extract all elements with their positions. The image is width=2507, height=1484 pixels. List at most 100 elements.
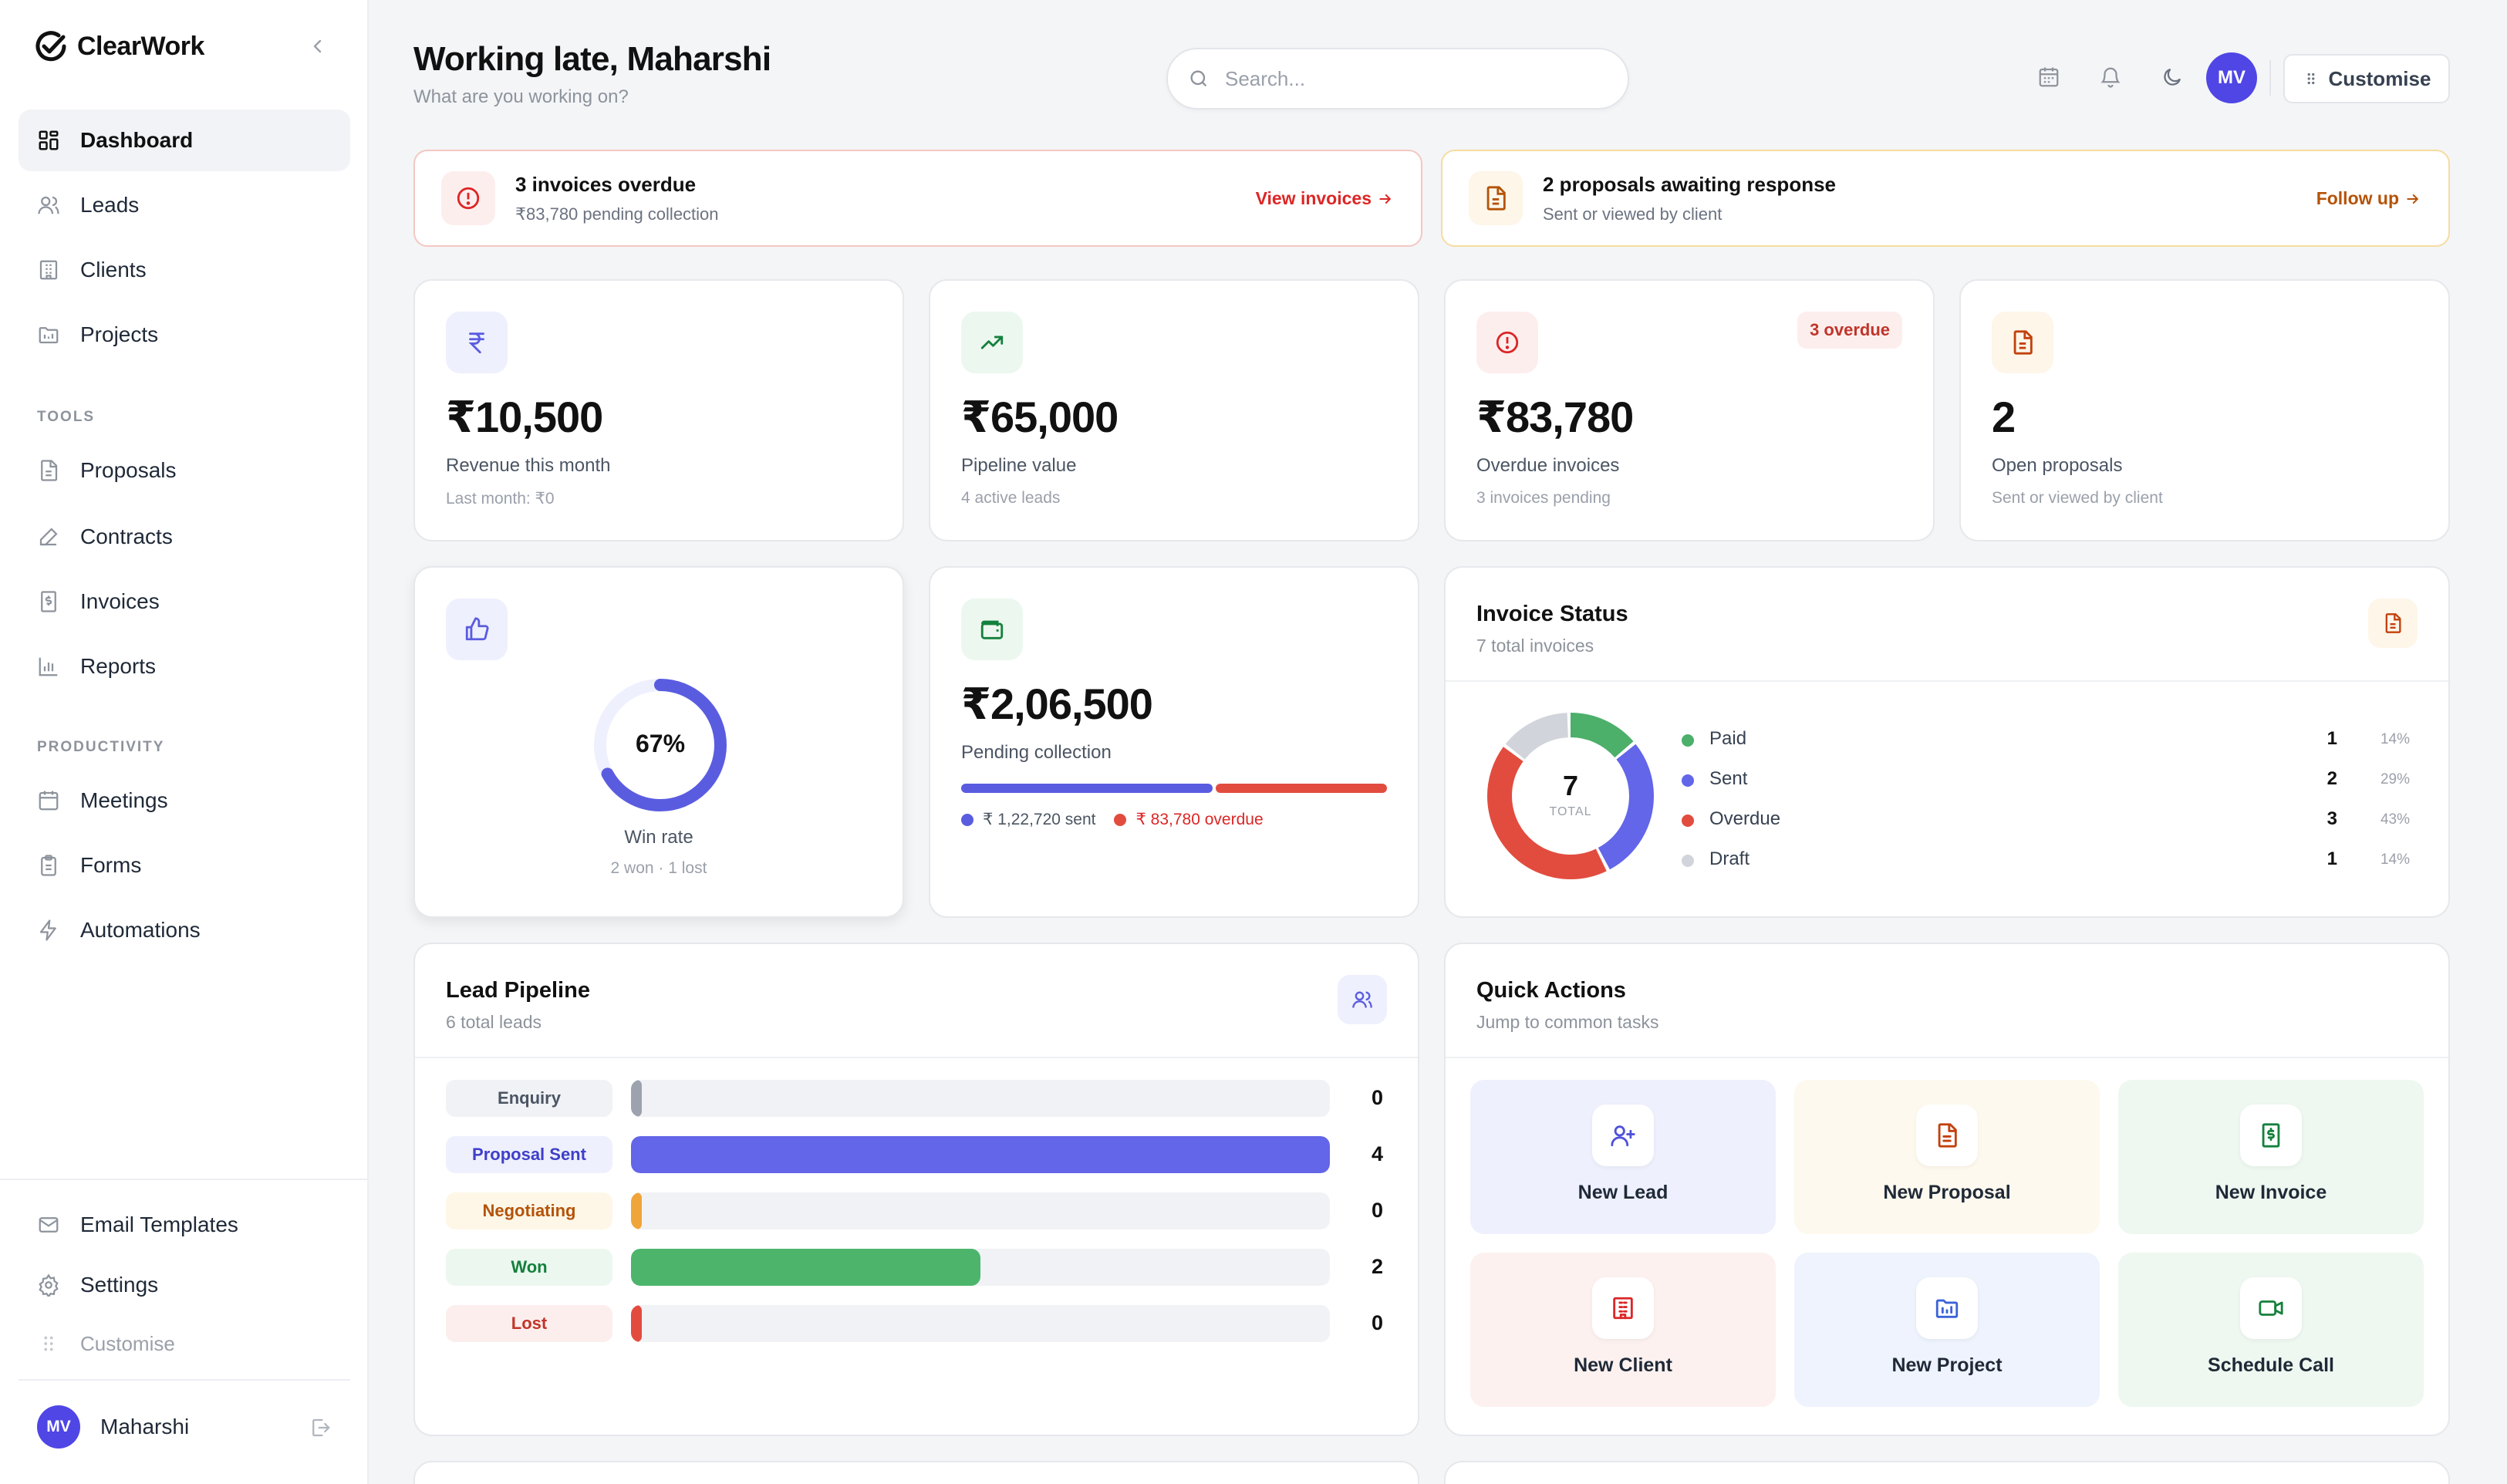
pipeline-stage-label: Proposal Sent: [446, 1136, 612, 1173]
document-icon[interactable]: [2368, 599, 2418, 648]
revenue-card[interactable]: ₹10,500 Revenue this month Last month: ₹…: [413, 279, 904, 541]
legend-percent: 14%: [2380, 852, 2410, 868]
collapse-sidebar-button[interactable]: [302, 31, 333, 62]
donut-slice-paid: [1487, 713, 1654, 879]
sidebar-item-label: Clients: [80, 258, 147, 282]
pipeline-stage-label: Negotiating: [446, 1192, 612, 1229]
sent-legend-label: ₹ 1,22,720 sent: [983, 811, 1096, 828]
pipeline-card[interactable]: ₹65,000 Pipeline value 4 active leads: [929, 279, 1419, 541]
customise-button[interactable]: Customise: [2283, 54, 2450, 103]
view-invoices-link[interactable]: View invoices: [1256, 188, 1393, 209]
sent-bar-segment: [961, 784, 1213, 793]
sidebar-customise[interactable]: Customise: [19, 1313, 350, 1374]
moon-icon: [2164, 68, 2181, 86]
sidebar-item-clients[interactable]: Clients: [19, 239, 350, 301]
sidebar-item-label: Forms: [80, 853, 142, 877]
quick-action-new-invoice[interactable]: New Invoice: [2118, 1080, 2424, 1234]
chevron-left-icon: [313, 39, 322, 53]
section-label-productivity: PRODUCTIVITY: [37, 739, 165, 755]
quick-action-new-client[interactable]: New Client: [1470, 1253, 1776, 1407]
card-divider: [1446, 1057, 2448, 1058]
win-rate-arc: [594, 679, 727, 811]
stat-value: ₹2,06,500: [961, 680, 1153, 728]
quick-action-new-lead[interactable]: New Lead: [1470, 1080, 1776, 1234]
sidebar-item-label: Dashboard: [80, 128, 194, 152]
pipeline-bar-fill: [631, 1136, 1330, 1173]
search-bar[interactable]: [1166, 48, 1629, 110]
notifications-button[interactable]: [2095, 62, 2126, 93]
sidebar-item-projects[interactable]: Projects: [19, 304, 350, 366]
brand[interactable]: ClearWork: [32, 28, 204, 65]
sidebar-item-settings[interactable]: Settings: [19, 1254, 350, 1316]
document-icon: [1916, 1105, 1978, 1166]
sidebar-item-proposals[interactable]: Proposals: [19, 440, 350, 501]
follow-up-link[interactable]: Follow up: [2316, 188, 2421, 209]
legend-count: 2: [2326, 768, 2337, 789]
search-input[interactable]: [1225, 66, 1595, 91]
section-label-tools: TOOLS: [37, 409, 96, 425]
legend-dot: [1682, 734, 1694, 747]
stat-label: Overdue invoices: [1476, 455, 1620, 476]
legend-percent: 43%: [2380, 811, 2410, 828]
sidebar-item-contracts[interactable]: Contracts: [19, 506, 350, 568]
quick-action-schedule-call[interactable]: Schedule Call: [2118, 1253, 2424, 1407]
pipeline-stage-count: 0: [1372, 1311, 1384, 1334]
stat-value: ₹83,780: [1476, 393, 1634, 441]
clipboard-icon: [37, 854, 60, 877]
pending-collection-card[interactable]: ₹2,06,500 Pending collection ₹ 1,22,720 …: [929, 566, 1419, 918]
quick-action-new-proposal[interactable]: New Proposal: [1794, 1080, 2100, 1234]
user-plus-icon: [1592, 1105, 1654, 1166]
folder-icon: [37, 323, 60, 346]
drag-handle-icon: [2307, 73, 2314, 85]
link-label: Follow up: [2316, 188, 2399, 208]
quick-action-label: New Lead: [1577, 1182, 1669, 1203]
proposals-card[interactable]: 2 Open proposals Sent or viewed by clien…: [1959, 279, 2450, 541]
gear-icon: [37, 1273, 60, 1297]
video-icon: [2240, 1277, 2302, 1339]
win-rate-ring: [594, 679, 727, 811]
donut-total: 7: [1562, 770, 1579, 801]
sidebar-item-meetings[interactable]: Meetings: [19, 770, 350, 831]
calendar-button[interactable]: [2033, 62, 2064, 93]
invoice-icon: [37, 590, 60, 613]
legend-row: Sent 2 29%: [1682, 767, 2414, 794]
sidebar-item-email-templates[interactable]: Email Templates: [19, 1194, 350, 1256]
sidebar-item-leads[interactable]: Leads: [19, 174, 350, 236]
quick-action-label: New Invoice: [2215, 1182, 2327, 1203]
sidebar-item-forms[interactable]: Forms: [19, 835, 350, 896]
card-title: Quick Actions: [1476, 978, 1626, 1003]
win-rate-label: Win rate: [624, 827, 693, 848]
users-icon[interactable]: [1338, 975, 1387, 1024]
sidebar-item-label: Customise: [80, 1331, 175, 1355]
pipeline-stage-label: Enquiry: [446, 1080, 612, 1117]
sidebar-item-label: Reports: [80, 654, 157, 678]
calendar-icon: [2039, 67, 2059, 87]
document-icon: [1469, 171, 1523, 225]
pipeline-stage-count: 2: [1372, 1255, 1384, 1278]
legend-dot: [1682, 815, 1694, 827]
alert-title: 2 proposals awaiting response: [1543, 172, 1836, 196]
quick-action-new-project[interactable]: New Project: [1794, 1253, 2100, 1407]
card-divider: [1446, 680, 2448, 682]
sidebar-item-invoices[interactable]: Invoices: [19, 571, 350, 632]
sidebar-item-automations[interactable]: Automations: [19, 899, 350, 961]
stat-sub: 3 invoices pending: [1476, 489, 1611, 507]
sidebar-item-dashboard[interactable]: Dashboard: [19, 110, 350, 171]
win-rate-card[interactable]: 67% Win rate 2 won · 1 lost: [413, 566, 904, 918]
bell-icon: [2100, 67, 2121, 88]
sidebar-item-reports[interactable]: Reports: [19, 636, 350, 697]
search-icon: [1190, 70, 1207, 87]
overdue-dot: [1114, 813, 1127, 826]
pen-icon: [37, 525, 60, 548]
user-avatar-button[interactable]: MV: [2206, 52, 2257, 103]
card-title: Invoice Status: [1476, 602, 1628, 626]
theme-toggle-button[interactable]: [2157, 62, 2188, 93]
logo-icon: [35, 31, 66, 62]
user-profile[interactable]: MV Maharshi: [37, 1405, 189, 1449]
pending-legend: ₹ 1,22,720 sent ₹ 83,780 overdue: [961, 810, 1264, 829]
pipeline-stage-label: Won: [446, 1249, 612, 1286]
overdue-card[interactable]: 3 overdue ₹83,780 Overdue invoices 3 inv…: [1444, 279, 1935, 541]
legend-dot: [1682, 855, 1694, 867]
overdue-badge: 3 overdue: [1797, 312, 1902, 349]
logout-icon[interactable]: [309, 1416, 332, 1439]
